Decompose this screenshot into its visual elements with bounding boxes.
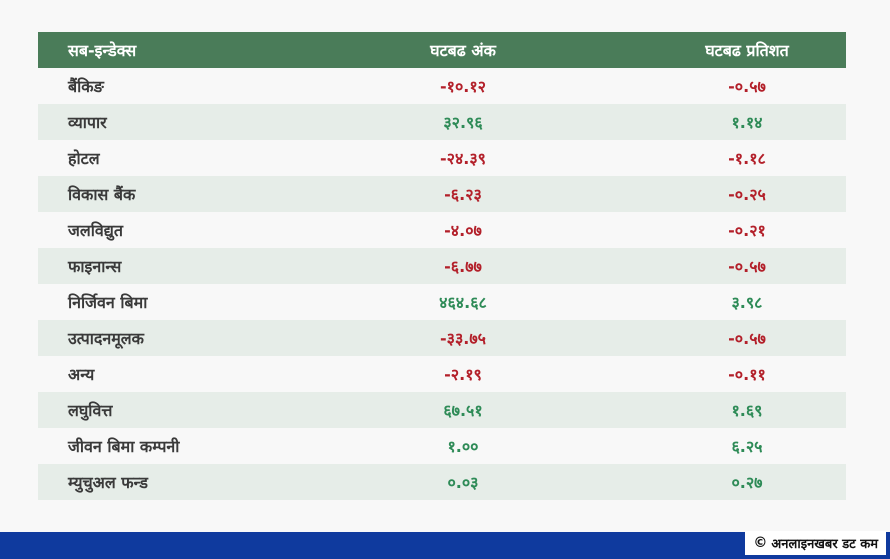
table-row: जीवन बिमा कम्पनी १.०० ६.२५ [38, 428, 846, 464]
row-sub-index-name: म्युचुअल फन्ड [68, 473, 148, 492]
row-change-percent: -०.११ [728, 365, 766, 384]
table-row: उत्पादनमूलक -३३.७५ -०.५७ [38, 320, 846, 356]
row-sub-index-name: विकास बैंक [68, 185, 136, 204]
row-sub-index-name: निर्जिवन बिमा [68, 293, 148, 312]
row-change-points: ४६४.६८ [439, 293, 487, 312]
sub-index-table: सब-इन्डेक्स घटबढ अंक घटबढ प्रतिशत बैंकिङ… [38, 32, 846, 500]
row-sub-index-name: लघुवित्त [68, 401, 113, 420]
row-change-points: ६७.५१ [443, 401, 483, 420]
row-change-percent: १.१४ [731, 113, 763, 132]
table-row: व्यापार ३२.९६ १.१४ [38, 104, 846, 140]
row-change-points: -२४.३९ [440, 149, 486, 168]
table-row: होटल -२४.३९ -१.१८ [38, 140, 846, 176]
row-sub-index-name: अन्य [68, 365, 95, 384]
row-change-percent: -०.२१ [728, 221, 766, 240]
header-change-percent: घटबढ प्रतिशत [705, 41, 789, 60]
footer-bar [0, 532, 890, 559]
row-change-percent: ३.९८ [731, 293, 763, 312]
row-change-percent: १.६९ [731, 401, 763, 420]
row-change-points: ३२.९६ [443, 113, 483, 132]
row-change-points: -६.२३ [444, 185, 482, 204]
table-header: सब-इन्डेक्स घटबढ अंक घटबढ प्रतिशत [38, 32, 846, 68]
header-sub-index: सब-इन्डेक्स [68, 41, 137, 60]
table-row: लघुवित्त ६७.५१ १.६९ [38, 392, 846, 428]
credit-badge: © अनलाइनखबर डट कम [745, 531, 886, 555]
row-sub-index-name: बैंकिङ [68, 77, 104, 96]
row-change-points: -१०.१२ [440, 77, 486, 96]
table-row: अन्य -२.१९ -०.११ [38, 356, 846, 392]
table-row: निर्जिवन बिमा ४६४.६८ ३.९८ [38, 284, 846, 320]
table-row: फाइनान्स -६.७७ -०.५७ [38, 248, 846, 284]
row-change-points: ०.०३ [447, 473, 479, 492]
row-change-points: -३३.७५ [440, 329, 486, 348]
row-change-percent: ६.२५ [731, 437, 763, 456]
row-change-points: -४.०७ [444, 221, 482, 240]
row-sub-index-name: होटल [68, 149, 100, 168]
table-row: विकास बैंक -६.२३ -०.२५ [38, 176, 846, 212]
row-change-percent: -०.५७ [728, 77, 766, 96]
table-row: जलविद्युत -४.०७ -०.२१ [38, 212, 846, 248]
table-row: म्युचुअल फन्ड ०.०३ ०.२७ [38, 464, 846, 500]
row-change-percent: -१.१८ [728, 149, 766, 168]
copyright-icon: © [753, 535, 768, 551]
row-change-points: १.०० [447, 437, 479, 456]
table-row: बैंकिङ -१०.१२ -०.५७ [38, 68, 846, 104]
row-sub-index-name: जलविद्युत [68, 221, 123, 240]
row-change-percent: -०.५७ [728, 257, 766, 276]
row-sub-index-name: व्यापार [68, 113, 107, 132]
row-sub-index-name: जीवन बिमा कम्पनी [68, 437, 180, 456]
row-change-percent: -०.५७ [728, 329, 766, 348]
row-change-percent: -०.२५ [728, 185, 766, 204]
credit-text: अनलाइनखबर डट कम [771, 537, 878, 552]
row-change-percent: ०.२७ [731, 473, 763, 492]
row-change-points: -६.७७ [444, 257, 482, 276]
header-change-points: घटबढ अंक [430, 41, 496, 60]
row-change-points: -२.१९ [444, 365, 482, 384]
row-sub-index-name: फाइनान्स [68, 257, 122, 276]
row-sub-index-name: उत्पादनमूलक [68, 329, 144, 348]
